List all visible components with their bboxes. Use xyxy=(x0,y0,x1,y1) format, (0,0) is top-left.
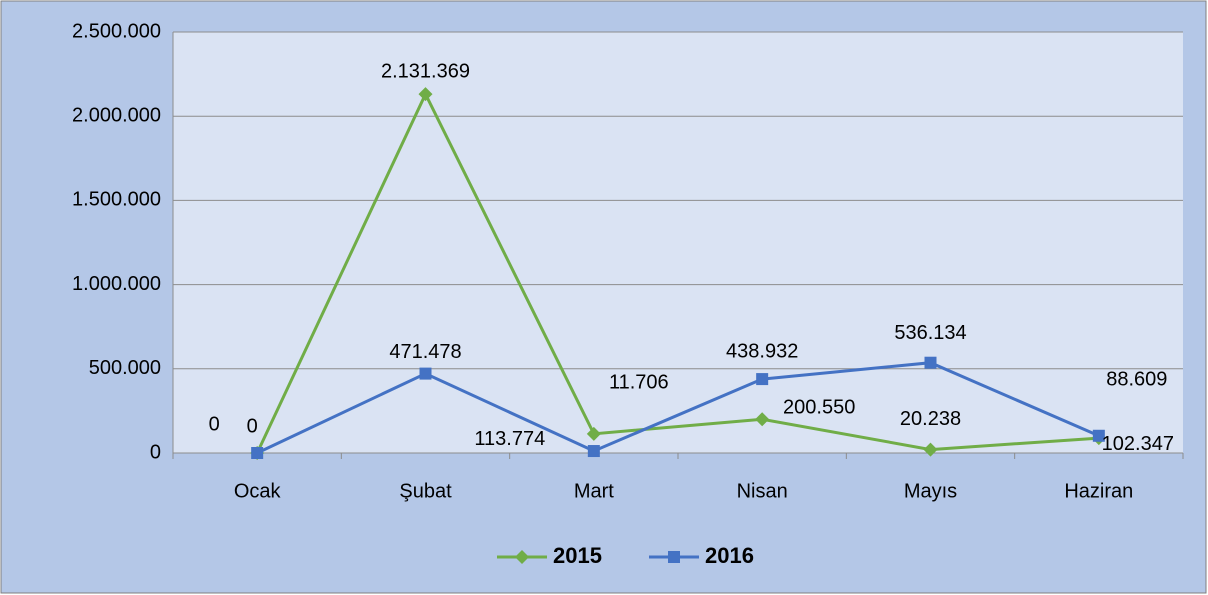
marker xyxy=(587,445,600,458)
legend-label: 2015 xyxy=(553,543,602,568)
series-line xyxy=(256,361,1100,455)
data-label: 11.706 xyxy=(609,371,669,393)
x-tick-label: Ocak xyxy=(234,480,282,502)
legend-label: 2016 xyxy=(705,543,754,568)
x-tick-label: Mart xyxy=(574,480,614,502)
data-label: 536.134 xyxy=(894,322,966,344)
data-label: 88.609 xyxy=(1106,368,1167,390)
y-tick-label: 0 xyxy=(150,441,161,463)
y-tick-label: 2.500.000 xyxy=(72,20,161,42)
data-label: 438.932 xyxy=(726,340,798,362)
marker xyxy=(515,550,529,564)
y-tick-label: 500.000 xyxy=(89,357,161,379)
marker xyxy=(586,426,601,441)
data-label: 0 xyxy=(209,413,220,435)
y-tick-label: 1.000.000 xyxy=(72,273,161,295)
y-tick-label: 2.000.000 xyxy=(72,104,161,126)
plot-area xyxy=(173,32,1183,453)
marker xyxy=(668,551,680,563)
data-label: 471.478 xyxy=(389,341,461,363)
marker xyxy=(923,442,938,457)
x-tick-label: Nisan xyxy=(737,480,788,502)
data-label: 102.347 xyxy=(1102,433,1174,455)
data-label: 113.774 xyxy=(474,428,545,450)
x-tick-label: Şubat xyxy=(399,480,452,502)
data-label: 2.131.369 xyxy=(381,60,470,82)
data-label: 20.238 xyxy=(900,408,961,430)
y-tick-label: 1.500.000 xyxy=(72,189,161,211)
marker xyxy=(755,412,770,427)
marker xyxy=(419,367,432,380)
marker xyxy=(251,447,264,459)
marker xyxy=(418,87,433,102)
marker xyxy=(756,373,769,386)
x-tick-label: Mayıs xyxy=(904,480,957,502)
marker xyxy=(924,356,937,369)
marker xyxy=(1092,429,1105,442)
x-tick-label: Haziran xyxy=(1064,480,1133,502)
data-label: 0 xyxy=(247,415,258,437)
series-line xyxy=(255,90,1099,454)
data-label: 200.550 xyxy=(783,397,855,419)
